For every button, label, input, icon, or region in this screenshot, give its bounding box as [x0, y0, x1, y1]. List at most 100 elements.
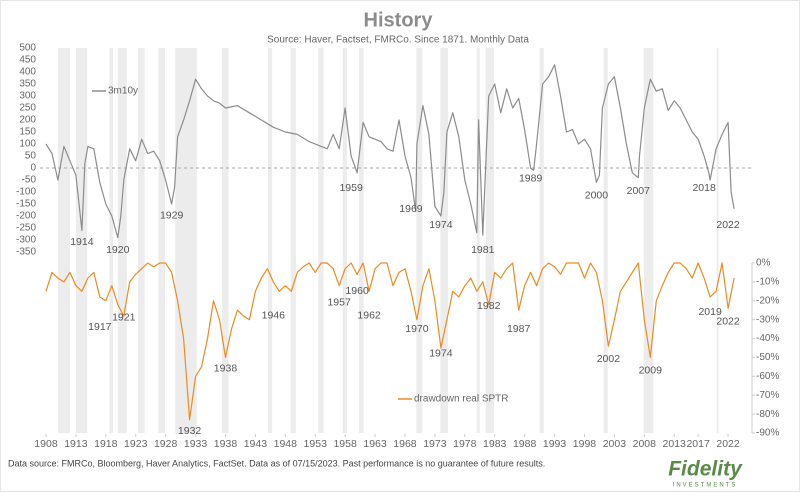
x-tick-label: 1953: [304, 438, 328, 450]
shaded-period: [476, 48, 480, 433]
shaded-period: [290, 48, 297, 433]
x-tick-label: 1943: [244, 438, 268, 450]
x-tick-label: 1923: [124, 438, 148, 450]
y-tick-label: 0: [30, 163, 36, 174]
y-tick-label: -70%: [756, 390, 779, 401]
x-tick-label: 1968: [393, 438, 417, 450]
annotation: 2022: [716, 315, 740, 327]
y-tick-label: 450: [19, 55, 36, 66]
annotation: 1982: [477, 300, 501, 312]
y-tick-label: 0%: [756, 258, 771, 269]
annotation: 2007: [627, 185, 651, 197]
x-tick-label: 1958: [333, 438, 357, 450]
shaded-period: [342, 48, 347, 433]
y-tick-label: -250: [16, 223, 36, 234]
x-tick-label: 1963: [363, 438, 387, 450]
annotation: 1946: [262, 310, 286, 322]
annotation: 1920: [106, 244, 130, 256]
annotation: 1932: [178, 425, 202, 437]
annotation: 1974: [429, 347, 453, 359]
shaded-period: [57, 48, 70, 433]
shaded-period: [221, 48, 229, 433]
y-tick-label: -100: [16, 187, 36, 198]
annotation: 2018: [692, 182, 716, 194]
shaded-period: [485, 48, 495, 433]
shaded-period: [643, 48, 654, 433]
y-tick-label: -60%: [756, 371, 779, 382]
annotation: 1962: [357, 310, 381, 322]
y-tick-label: 200: [19, 115, 36, 126]
y-tick-label: 150: [19, 127, 36, 138]
x-tick-label: 2013: [663, 438, 687, 450]
logo-sub: INVESTMENTS: [673, 483, 738, 489]
x-tick-label: 1928: [154, 438, 178, 450]
series-line: [45, 262, 735, 421]
y-tick-label: -80%: [756, 409, 779, 420]
series-line: [45, 64, 735, 239]
footer-source: Data source: FMRCo, Bloomberg, Haver Ana…: [8, 458, 545, 468]
y-tick-label: 300: [19, 91, 36, 102]
y-tick-label: 250: [19, 103, 36, 114]
y-tick-label: -30%: [756, 314, 779, 325]
annotation: 2022: [716, 219, 740, 231]
x-tick-label: 1978: [453, 438, 477, 450]
annotation: 2002: [597, 353, 621, 365]
annotation: 1959: [339, 182, 363, 194]
y-tick-label: -150: [16, 199, 36, 210]
x-tick-label: 2022: [716, 438, 740, 450]
annotation: 2000: [585, 189, 609, 201]
x-tick-label: 1993: [543, 438, 567, 450]
shading: [57, 48, 719, 433]
x-tick-label: 1933: [184, 438, 208, 450]
x-tick-label: 1998: [573, 438, 597, 450]
x-tick-label: 1913: [64, 438, 88, 450]
annotation: 1989: [519, 172, 543, 184]
y-tick-label: 400: [19, 67, 36, 78]
shaded-period: [267, 48, 273, 433]
x-tick-label: 1938: [214, 438, 238, 450]
y-tick-label: 100: [19, 139, 36, 150]
y-tick-label: 350: [19, 79, 36, 90]
annotation: 1917: [88, 321, 112, 333]
annotation: 1974: [429, 219, 453, 231]
y-tick-label: 500: [19, 43, 36, 54]
x-tick-label: 2017: [686, 438, 710, 450]
y-tick-label: -10%: [756, 277, 779, 288]
annotation: 1960: [345, 285, 369, 297]
x-tick-label: 1918: [94, 438, 118, 450]
shaded-period: [117, 48, 127, 433]
annotation: 2009: [639, 364, 663, 376]
x-tick-label: 1908: [34, 438, 58, 450]
x-tick-label: 2003: [603, 438, 627, 450]
y-tick-label: -350: [16, 247, 36, 258]
annotation: 1981: [471, 244, 495, 256]
shaded-period: [440, 48, 449, 433]
shaded-period: [158, 48, 166, 433]
chart-subtitle: Source: Haver, Factset, FMRCo. Since 187…: [267, 35, 529, 46]
x-tick-label: 1988: [513, 438, 537, 450]
shaded-period: [75, 48, 88, 433]
shaded-period: [318, 48, 324, 433]
shaded-period: [603, 48, 608, 433]
y-tick-label: -40%: [756, 333, 779, 344]
x-tick-label: 1948: [274, 438, 298, 450]
annotation: 1914: [70, 236, 94, 248]
annotation: 1970: [405, 323, 429, 335]
legend-label: drawdown real SPTR: [414, 394, 508, 405]
y-tick-label: -300: [16, 235, 36, 246]
annotation: 2019: [698, 306, 722, 318]
x-tick-label: 1983: [483, 438, 507, 450]
legend-label: 3m10y: [108, 86, 138, 97]
shaded-period: [716, 48, 719, 433]
y-tick-label: -200: [16, 211, 36, 222]
x-tick-label: 2008: [633, 438, 657, 450]
chart-title: History: [364, 9, 434, 31]
shaded-period: [109, 48, 113, 433]
annotation: 1938: [214, 363, 238, 375]
logo: Fidelity: [668, 458, 743, 481]
annotation: 1929: [160, 210, 184, 222]
annotation: 1969: [399, 203, 423, 215]
shaded-period: [416, 48, 423, 433]
